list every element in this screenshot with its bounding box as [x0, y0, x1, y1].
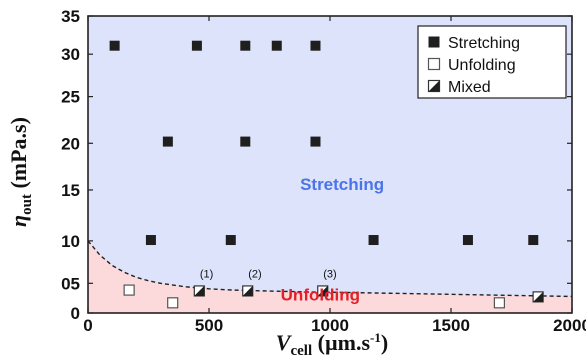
y-axis-title: ηout (mPa.s) [6, 117, 35, 227]
mixed-point [242, 285, 254, 297]
x-axis-title: Vcell (µm.s-1) [276, 330, 388, 359]
mixed-point [532, 291, 544, 303]
y-tick-label: 15 [61, 181, 80, 200]
y-tick-label: 05 [61, 274, 80, 293]
unfolding-point [493, 297, 505, 309]
legend-stretching-marker [428, 36, 440, 48]
x-tick-label: 1000 [311, 316, 349, 335]
y-tick-label: 30 [61, 45, 80, 64]
y-tick-label: 0 [71, 304, 80, 323]
stretching-region-label: Stretching [300, 175, 384, 194]
unfolding-region [88, 240, 572, 313]
mixed-marker-fill [194, 285, 205, 296]
legend: Stretching Unfolding Mixed [417, 25, 567, 99]
data-points [109, 40, 544, 309]
stretching-point [225, 235, 236, 246]
stretching-point [162, 136, 173, 147]
legend-unfolding-label: Unfolding [448, 57, 516, 74]
unfolding-region-label: Unfolding [281, 285, 360, 304]
legend-box [417, 25, 567, 99]
unfolding-point [167, 297, 179, 309]
mixed-point [193, 285, 205, 297]
mixed-marker-fill [317, 285, 328, 296]
mixed-marker-fill [533, 291, 544, 302]
stretching-point [240, 136, 251, 147]
stretching-point [368, 235, 379, 246]
legend-stretching-label: Stretching [448, 35, 520, 52]
point-annotation: (3) [323, 268, 336, 280]
stretching-point [109, 40, 120, 51]
point-annotations: (1) (2) (3) [200, 268, 337, 280]
legend-mixed-label: Mixed [448, 79, 491, 96]
legend-mixed-marker [427, 79, 441, 93]
y-tick-label: 25 [61, 88, 80, 107]
stretching-point [240, 40, 251, 51]
y-tick-label: 10 [61, 232, 80, 251]
mixed-point [317, 285, 329, 297]
y-tick-label: 35 [61, 7, 80, 26]
mixed-marker-fill [428, 80, 440, 92]
mixed-marker-fill [242, 285, 253, 296]
point-annotation: (2) [248, 268, 261, 280]
stretching-point [528, 235, 539, 246]
x-tick-label: 0 [83, 316, 92, 335]
stretching-point [310, 136, 321, 147]
unfolding-point [123, 284, 135, 296]
stretching-point [462, 235, 473, 246]
stretching-point [145, 235, 156, 246]
point-annotation: (1) [200, 268, 213, 280]
region-labels: Stretching Unfolding [281, 175, 384, 304]
stretching-point [191, 40, 202, 51]
stretching-point [310, 40, 321, 51]
x-tick-label: 500 [195, 316, 223, 335]
y-tick-label: 20 [61, 134, 80, 153]
legend-unfolding-marker [427, 57, 441, 71]
x-tick-label: 1500 [432, 316, 470, 335]
stretching-point [271, 40, 282, 51]
